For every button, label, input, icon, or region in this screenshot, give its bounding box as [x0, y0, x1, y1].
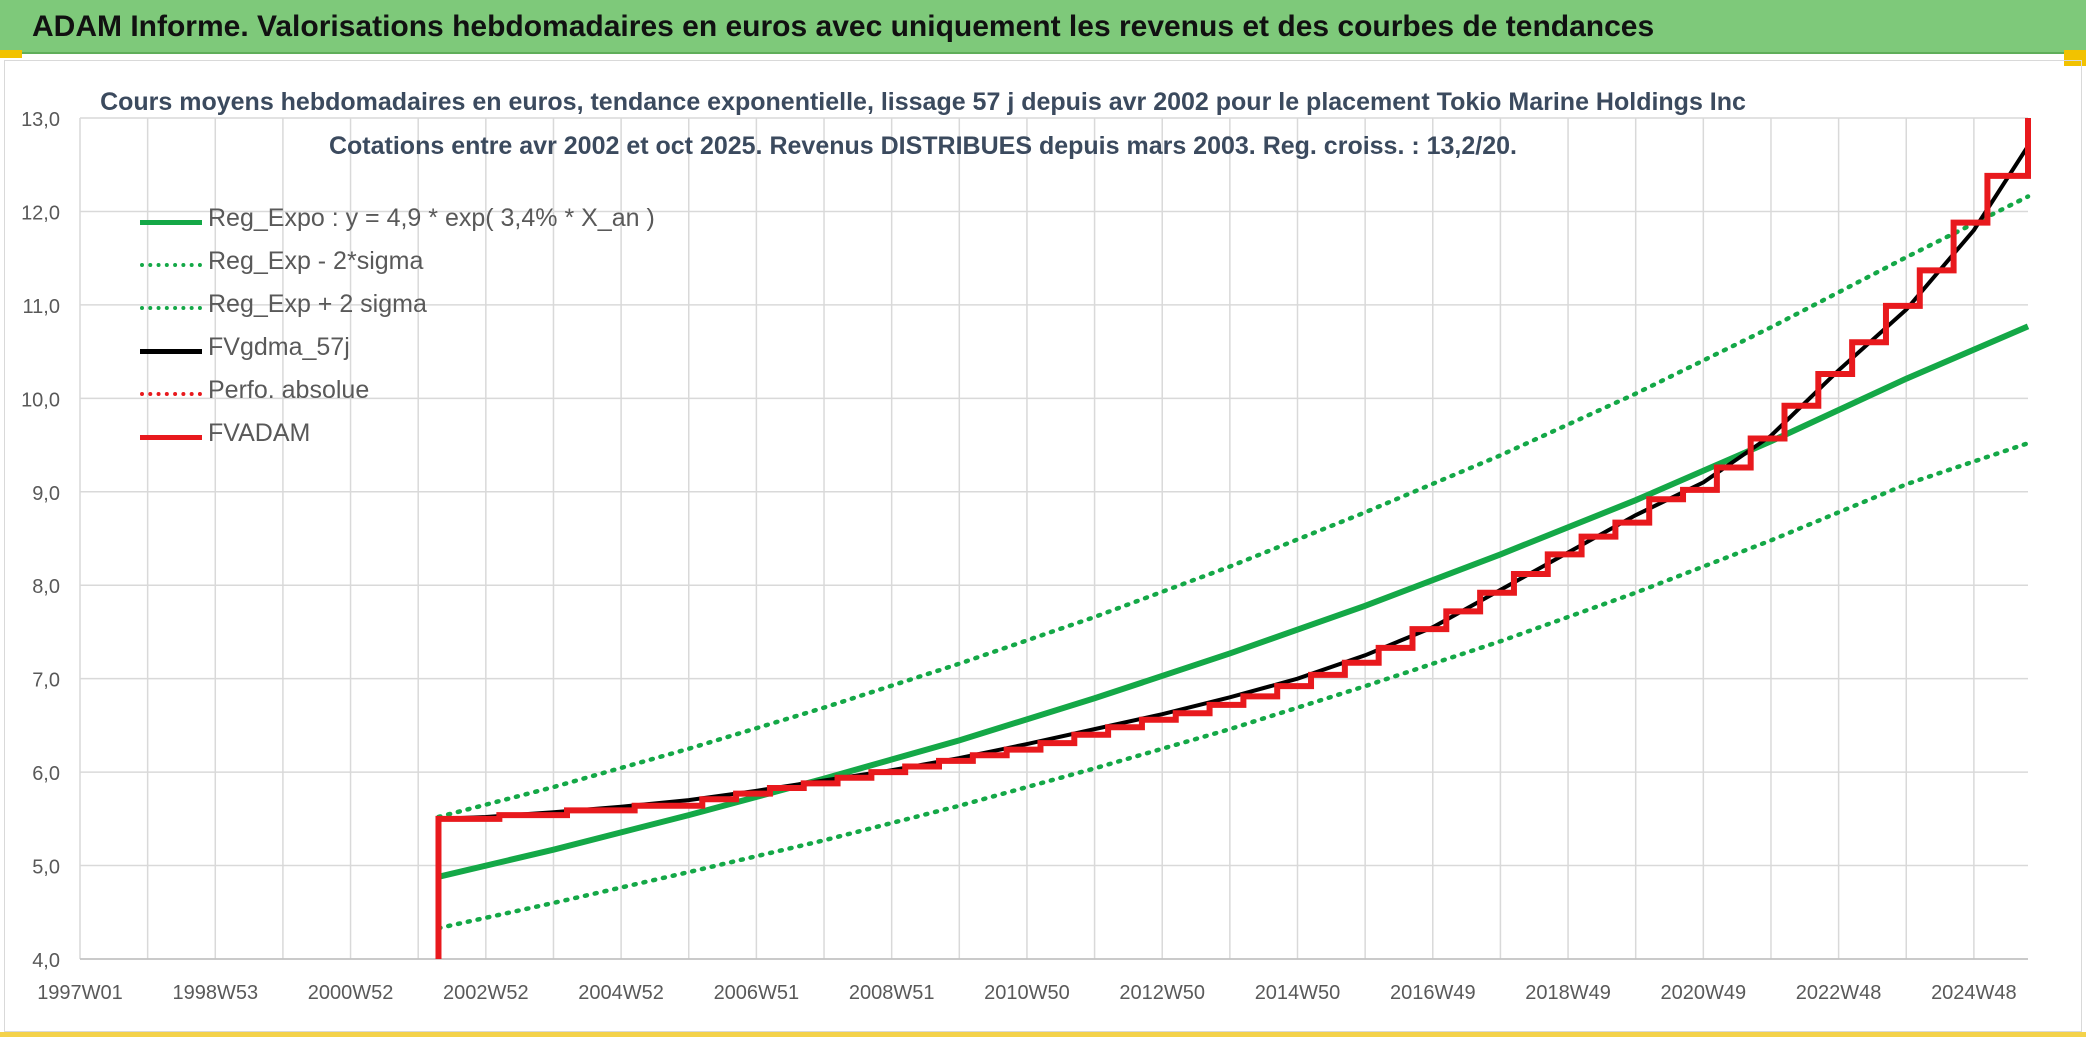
chart-area-border	[4, 60, 2082, 1032]
x-tick-label: 1998W53	[172, 982, 258, 1004]
legend-label: FVADAM	[208, 419, 311, 447]
chart-subtitle: Cotations entre avr 2002 et oct 2025. Re…	[328, 132, 1517, 160]
y-tick-label: 8,0	[32, 576, 60, 598]
y-tick-label: 13,0	[21, 109, 60, 131]
x-tick-label: 2020W49	[1661, 982, 1747, 1004]
series-line-reg_expo	[437, 323, 2030, 880]
legend-swatch	[140, 392, 202, 396]
x-tick-label: 2006W51	[714, 982, 800, 1004]
y-tick-label: 4,0	[32, 950, 60, 972]
legend-swatch	[140, 263, 202, 267]
legend-label: Reg_Exp + 2 sigma	[208, 290, 427, 318]
x-tick-label: 1997W01	[37, 982, 123, 1004]
series-line-fvgdma_57j	[438, 144, 2030, 821]
bottom-accent-bar	[0, 1032, 2086, 1037]
y-tick-label: 5,0	[32, 857, 60, 879]
x-tick-label: 2016W49	[1390, 982, 1476, 1004]
corner-accent-right	[2064, 50, 2086, 66]
legend-swatch	[140, 306, 202, 310]
x-tick-label: 2024W48	[1931, 982, 2017, 1004]
y-tick-label: 10,0	[21, 389, 60, 411]
x-tick-label: 2000W52	[308, 982, 394, 1004]
x-tick-label: 2018W49	[1525, 982, 1611, 1004]
x-tick-label: 2012W50	[1119, 982, 1205, 1004]
x-tick-label: 2022W48	[1796, 982, 1882, 1004]
header-banner: ADAM Informe. Valorisations hebdomadaire…	[0, 0, 2086, 54]
series-line-reg_exp	[436, 440, 2031, 931]
legend-swatch	[140, 220, 202, 225]
y-tick-label: 11,0	[23, 296, 60, 318]
y-tick-label: 12,0	[21, 202, 60, 224]
legend-label: FVgdma_57j	[208, 333, 350, 361]
series-line-reg_exp	[436, 194, 2031, 820]
legend-swatch	[140, 349, 202, 354]
y-tick-label: 6,0	[32, 763, 60, 785]
chart-title: Cours moyens hebdomadaires en euros, ten…	[100, 88, 1746, 116]
legend-label: Reg_Expo : y = 4,9 * exp( 3,4% * X_an )	[208, 204, 655, 232]
banner-title: ADAM Informe. Valorisations hebdomadaire…	[32, 10, 1655, 43]
x-tick-label: 2004W52	[578, 982, 664, 1004]
x-tick-label: 2002W52	[443, 982, 529, 1004]
x-tick-label: 2008W51	[849, 982, 935, 1004]
series-line-fvadam	[435, 118, 2031, 959]
x-tick-label: 2010W50	[984, 982, 1070, 1004]
y-tick-label: 9,0	[32, 483, 60, 505]
legend-swatch	[140, 435, 202, 440]
legend-label: Perfo. absolue	[208, 376, 370, 404]
legend-label: Reg_Exp - 2*sigma	[208, 247, 424, 275]
y-tick-label: 7,0	[32, 670, 60, 692]
x-tick-label: 2014W50	[1255, 982, 1341, 1004]
corner-accent-left	[0, 50, 22, 58]
